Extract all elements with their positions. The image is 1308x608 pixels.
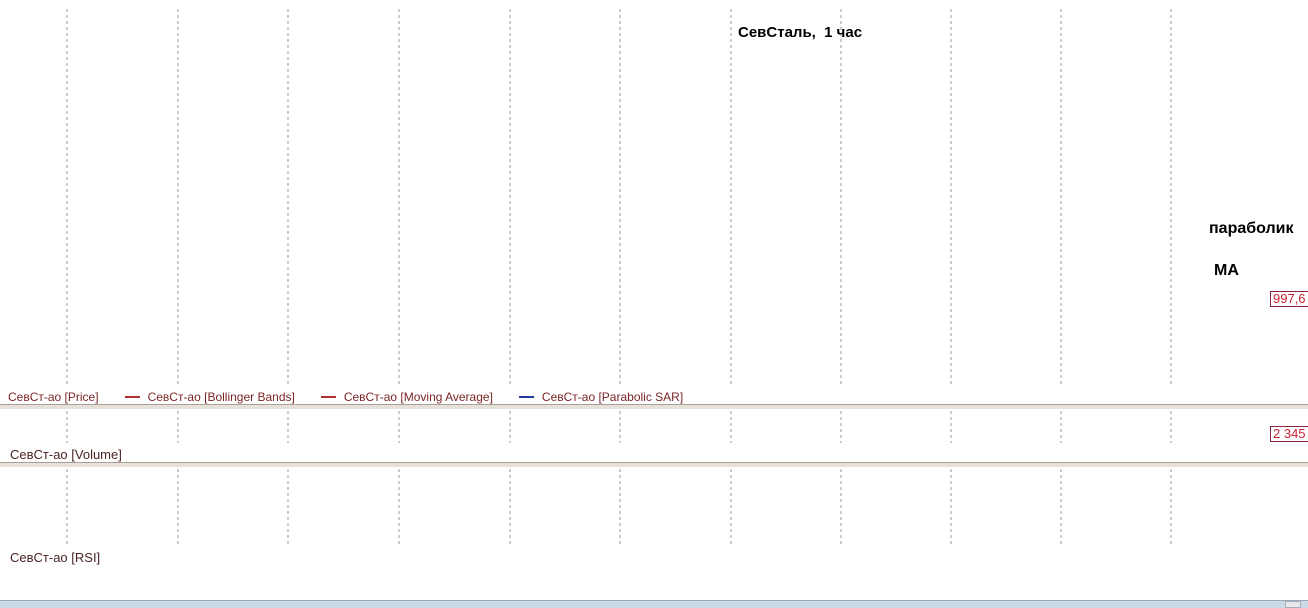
- moving-average-line-icon: [320, 396, 336, 398]
- bollinger-line-icon: [124, 396, 140, 398]
- parabolic-annotation: параболик: [1209, 220, 1294, 237]
- legend-item-moving-average[interactable]: СевСт-ао [Moving Average]: [343, 390, 493, 404]
- horizontal-scrollbar[interactable]: [0, 600, 1308, 608]
- last-price-badge: 997,6: [1270, 291, 1308, 307]
- panel-divider[interactable]: [0, 462, 1308, 468]
- legend-item-parabolic-sar[interactable]: СевСт-ао [Parabolic SAR]: [541, 390, 684, 404]
- indicator-legend: СевСт-ао [Price] СевСт-ао [Bollinger Ban…: [8, 390, 687, 404]
- legend-item-price[interactable]: СевСт-ао [Price]: [8, 390, 99, 404]
- panel-divider[interactable]: [0, 404, 1308, 410]
- grid: [66, 9, 1172, 547]
- ma-annotation: MA: [1214, 262, 1239, 279]
- rsi-panel-label: СевСт-ао [RSI]: [10, 550, 101, 565]
- volume-panel-label: СевСт-ао [Volume]: [10, 447, 122, 462]
- chart-title: СевСталь, 1 час: [738, 24, 863, 41]
- last-volume-badge: 2 345: [1270, 426, 1308, 442]
- legend-item-bollinger[interactable]: СевСт-ао [Bollinger Bands]: [147, 390, 295, 404]
- parabolic-sar-line-icon: [518, 396, 534, 398]
